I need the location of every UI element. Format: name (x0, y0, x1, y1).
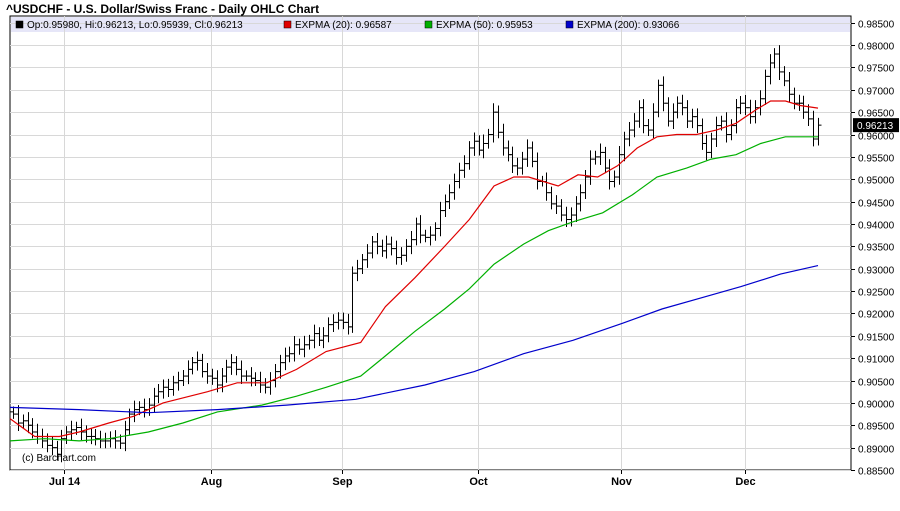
legend-ohlc-swatch (15, 20, 24, 29)
legend: Op:0.95980, Hi:0.96213, Lo:0.95939, Cl:0… (15, 20, 680, 31)
ohlc-bar (815, 117, 822, 146)
y-tick-label: 0.89500 (858, 422, 895, 433)
last-price-tag (853, 118, 899, 133)
legend-ema50: EXPMA (50): 0.95953 (436, 20, 533, 31)
ohlc-bars (10, 45, 822, 463)
last-price-label: 0.96213 (857, 121, 894, 132)
x-tick-label: Dec (735, 476, 755, 488)
legend-ema200-swatch (565, 20, 574, 29)
y-tick-label: 0.97500 (858, 64, 895, 75)
ema20-line (9, 100, 819, 438)
y-tick-label: 0.93000 (858, 266, 895, 277)
y-tick-label: 0.88500 (858, 467, 895, 478)
gridlines: 0.88500 0.89000 0.89500 0.90000 0.90500 0.910… (10, 16, 895, 488)
y-tick-label: 0.98000 (858, 42, 895, 53)
legend-ema20: EXPMA (20): 0.96587 (295, 20, 392, 31)
y-tick-label: 0.93500 (858, 243, 895, 254)
y-tick-label: 0.96500 (858, 109, 895, 120)
y-tick-label: 0.94000 (858, 221, 895, 232)
watermark: (c) Barchart.com (22, 453, 96, 464)
legend-ema200: EXPMA (200): 0.93066 (577, 20, 680, 31)
y-tick-label: 0.91500 (858, 333, 895, 344)
y-tick-label: 0.96000 (858, 132, 895, 143)
x-tick-label: Aug (201, 476, 222, 488)
legend-ema50-swatch (424, 20, 433, 29)
y-tick-label: 0.92500 (858, 288, 895, 299)
x-tick-label: Sep (332, 476, 352, 488)
ema50-line (9, 136, 818, 442)
x-tick-label: Oct (469, 476, 488, 488)
y-tick-label: 0.98500 (858, 20, 895, 31)
y-tick-label: 0.92000 (858, 310, 895, 321)
x-tick-label: Nov (611, 476, 633, 488)
y-tick-label: 0.90500 (858, 378, 895, 389)
legend-ema20-swatch (283, 20, 292, 29)
y-tick-label: 0.95500 (858, 154, 895, 165)
y-tick-label: 0.90000 (858, 400, 895, 411)
ema200-line (9, 265, 819, 414)
y-tick-label: 0.94500 (858, 199, 895, 210)
y-tick-label: 0.91000 (858, 355, 895, 366)
chart-title: ^USDCHF - U.S. Dollar/Swiss Franc - Dail… (6, 2, 320, 16)
y-tick-label: 0.97000 (858, 87, 895, 98)
legend-ohlc: Op:0.95980, Hi:0.96213, Lo:0.95939, Cl:0… (27, 20, 243, 31)
y-tick-label: 0.95000 (858, 176, 895, 187)
x-tick-label: Jul 14 (49, 476, 81, 488)
y-tick-label: 0.89000 (858, 445, 895, 456)
